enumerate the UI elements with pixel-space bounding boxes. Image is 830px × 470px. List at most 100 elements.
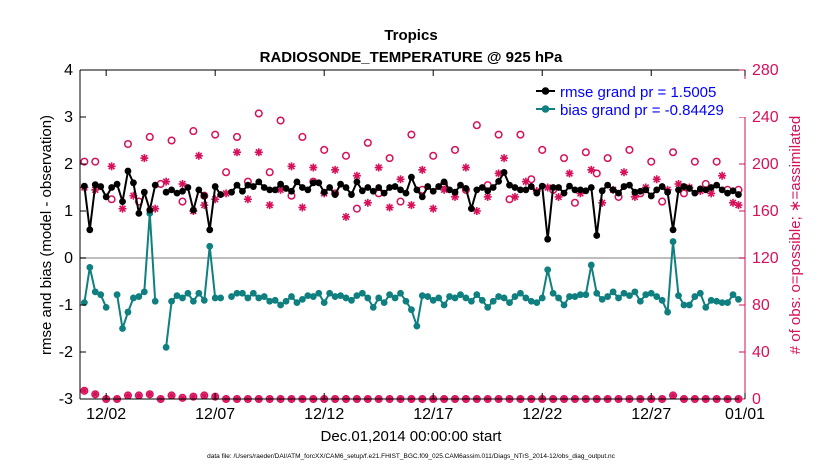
- bias-point: [320, 299, 328, 307]
- bias-point: [484, 303, 492, 311]
- obs-assimilated-marker: [265, 201, 274, 210]
- obs-low-possible-marker: [91, 390, 100, 399]
- rmse-point: [135, 209, 143, 217]
- obs-assimilated-marker: [363, 198, 372, 207]
- obs-possible-marker: [265, 168, 274, 177]
- asterisk-stroke: [500, 154, 508, 162]
- rmse-point: [282, 185, 290, 192]
- asterisk-stroke: [418, 166, 426, 174]
- obs-low-possible-marker: [178, 393, 187, 402]
- rmse-point: [364, 184, 372, 191]
- rmse-point: [380, 189, 388, 197]
- asterisk-stroke: [277, 186, 285, 194]
- asterisk-stroke: [140, 154, 148, 162]
- x-tick-label: 12/07: [195, 406, 235, 423]
- x-tick-label: 12/17: [413, 406, 453, 423]
- rmse-point: [184, 184, 192, 191]
- bias-point: [130, 294, 137, 302]
- rmse-point: [124, 167, 132, 175]
- rmse-point: [462, 185, 470, 192]
- bias-point: [233, 289, 241, 297]
- y-tick-label-right: 280: [752, 62, 779, 79]
- bias-point: [342, 294, 350, 302]
- bias-point: [647, 289, 655, 297]
- bias-point: [304, 292, 312, 299]
- bias-point: [713, 297, 721, 305]
- plot-background: [80, 70, 745, 399]
- legend-rmse-marker: [541, 87, 550, 95]
- bias-point: [718, 299, 726, 307]
- rmse-point: [707, 184, 715, 191]
- obs-low-assimilated-marker: [136, 392, 142, 398]
- bias-point: [642, 291, 650, 299]
- rmse-point: [140, 188, 148, 196]
- bias-point: [500, 294, 508, 302]
- asterisk-stroke: [495, 169, 503, 177]
- bias-point: [86, 264, 94, 271]
- bias-point: [168, 297, 175, 305]
- asterisk-stroke: [375, 164, 383, 171]
- rmse-point: [353, 178, 361, 186]
- bias-point: [446, 293, 453, 300]
- rmse-point: [298, 184, 306, 191]
- bias-point: [517, 289, 524, 297]
- bias-point: [675, 292, 682, 299]
- bias-point: [735, 295, 742, 303]
- asterisk-stroke: [566, 169, 573, 177]
- rmse-point: [713, 181, 721, 189]
- rmse-point: [255, 178, 263, 186]
- bias-point: [555, 294, 562, 302]
- obs-possible-marker: [167, 136, 176, 145]
- asterisk-stroke: [653, 175, 661, 183]
- asterisk-stroke: [364, 199, 372, 207]
- rmse-point: [206, 226, 214, 234]
- bias-point: [560, 301, 568, 309]
- bias-point: [418, 292, 426, 299]
- bias-point: [119, 325, 126, 332]
- obs-assimilated-marker: [521, 177, 530, 186]
- rmse-point: [233, 181, 241, 189]
- asterisk-stroke: [179, 180, 186, 188]
- rmse-point: [80, 182, 88, 190]
- rmse-point: [566, 182, 573, 190]
- rmse-point: [277, 180, 284, 188]
- obs-possible-marker: [570, 198, 579, 207]
- obs-possible-marker: [222, 168, 231, 177]
- legend-bias-label: bias grand pr = -0.84429: [560, 102, 724, 119]
- obs-possible-marker: [690, 157, 699, 166]
- bias-point: [729, 291, 737, 299]
- bias-point: [440, 301, 448, 309]
- asterisk-stroke: [255, 148, 263, 156]
- bias-point: [527, 297, 535, 305]
- bias-point: [200, 296, 208, 304]
- bias-point: [615, 294, 622, 302]
- rmse-point: [413, 186, 421, 194]
- bias-point: [653, 293, 661, 300]
- asterisk-stroke: [675, 180, 682, 188]
- asterisk-stroke: [407, 201, 415, 209]
- bias-point: [369, 303, 377, 311]
- obs-possible-marker: [211, 130, 220, 139]
- rmse-point: [593, 232, 601, 239]
- obs-assimilated-marker: [565, 169, 574, 178]
- obs-low-assimilated-marker: [125, 392, 131, 398]
- obs-possible-marker: [494, 130, 503, 139]
- bias-point: [173, 292, 181, 299]
- rmse-point: [86, 226, 94, 234]
- bias-point: [288, 293, 295, 300]
- asterisk-stroke: [522, 178, 530, 186]
- bias-point: [239, 289, 246, 297]
- y-tick-label-left: 2: [64, 156, 73, 173]
- rmse-point: [375, 184, 383, 191]
- asterisk-stroke: [440, 186, 448, 194]
- asterisk-stroke: [266, 201, 274, 209]
- rmse-point: [500, 169, 508, 176]
- bias-point: [124, 308, 132, 316]
- obs-assimilated-marker: [461, 163, 470, 172]
- obs-possible-marker: [276, 116, 285, 125]
- bias-point: [533, 299, 541, 307]
- rmse-point: [484, 187, 492, 195]
- obs-assimilated-marker: [342, 212, 350, 221]
- obs-low-assimilated-marker: [670, 392, 676, 398]
